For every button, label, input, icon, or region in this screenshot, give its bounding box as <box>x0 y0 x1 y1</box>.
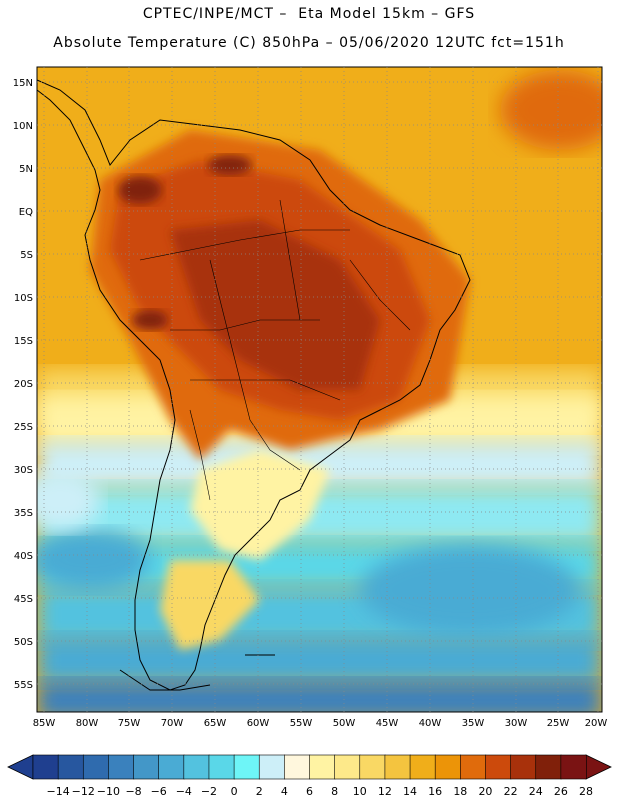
colorbar-label: 12 <box>378 785 392 798</box>
lon-label: 25W <box>547 718 570 729</box>
lat-label: 25S <box>14 422 33 433</box>
lat-label: 5S <box>20 250 33 261</box>
colorbar-label: 16 <box>428 785 442 798</box>
colorbar-label: 28 <box>579 785 593 798</box>
lat-label: 30S <box>14 465 33 476</box>
colorbar-swatch <box>108 754 135 780</box>
colorbar-swatch <box>434 754 462 780</box>
lat-label: EQ <box>19 207 33 218</box>
temperature-field <box>37 67 602 712</box>
colorbar-swatch <box>32 754 59 780</box>
colorbar-swatch <box>309 754 336 780</box>
colorbar-label: −10 <box>97 785 120 798</box>
lon-label: 75W <box>118 718 141 729</box>
colorbar-label: −12 <box>72 785 95 798</box>
lat-label: 15S <box>14 336 33 347</box>
lon-label: 35W <box>462 718 485 729</box>
lat-label: 10S <box>14 293 33 304</box>
chart-subtitle: Absolute Temperature (C) 850hPa – 05/06/… <box>53 35 565 51</box>
colorbar-swatch <box>560 754 587 780</box>
colorbar-label: 6 <box>306 785 313 798</box>
colorbar-label: 18 <box>453 785 467 798</box>
colorbar-swatch <box>535 754 562 780</box>
lon-label: 50W <box>333 718 356 729</box>
lon-label: 70W <box>161 718 184 729</box>
lat-label: 35S <box>14 508 33 519</box>
colorbar-label: 0 <box>231 785 238 798</box>
longitude-labels: 85W 80W 75W 70W 65W 60W 55W 50W 45W 40W … <box>33 718 608 729</box>
lat-label: 50S <box>14 637 33 648</box>
colorbar-swatch <box>183 754 210 780</box>
lat-label: 5N <box>19 164 33 175</box>
lon-label: 65W <box>204 718 227 729</box>
colorbar-label: 20 <box>478 785 492 798</box>
colorbar-right-arrow <box>585 754 612 780</box>
lon-label: 55W <box>290 718 313 729</box>
colorbar: −14 −12 −10 −8 −6 −4 −2 0 2 4 6 8 10 12 14 16 18 20 22 24 26… <box>7 754 612 798</box>
map-frame <box>36 66 603 713</box>
chart-title: CPTEC/INPE/MCT – Eta Model 15km – GFS <box>142 6 476 22</box>
lat-label: 55S <box>14 680 33 691</box>
colorbar-label: 26 <box>554 785 568 798</box>
colorbar-swatch <box>485 754 512 780</box>
lon-label: 20W <box>585 718 608 729</box>
latitude-labels: 15N 10N 5N EQ 5S 10S 15S 20S 25S 30S 35S… <box>13 78 33 691</box>
colorbar-left-arrow <box>7 754 34 780</box>
colorbar-label: 10 <box>353 785 367 798</box>
colorbar-label: −14 <box>47 785 70 798</box>
colorbar-label: 22 <box>504 785 518 798</box>
colorbar-label: 8 <box>331 785 338 798</box>
colorbar-label: −4 <box>176 785 192 798</box>
colorbar-swatch <box>359 754 386 780</box>
colorbar-swatch <box>57 754 84 780</box>
colorbar-swatch <box>409 754 436 780</box>
lat-label: 10N <box>13 121 33 132</box>
colorbar-label: −2 <box>201 785 217 798</box>
colorbar-label: 24 <box>529 785 543 798</box>
colorbar-label: 14 <box>403 785 417 798</box>
lon-label: 40W <box>419 718 442 729</box>
lat-label: 20S <box>14 379 33 390</box>
lon-label: 60W <box>247 718 270 729</box>
colorbar-swatch <box>133 754 160 780</box>
lat-label: 45S <box>14 594 33 605</box>
colorbar-label: −6 <box>151 785 167 798</box>
colorbar-label: −8 <box>125 785 141 798</box>
colorbar-swatch <box>460 754 487 780</box>
colorbar-swatch <box>208 754 235 780</box>
colorbar-swatch <box>510 754 537 780</box>
coastline <box>36 79 471 691</box>
colorbar-label: 4 <box>281 785 288 798</box>
colorbar-swatch <box>384 754 411 780</box>
colorbar-label: 2 <box>256 785 263 798</box>
colorbar-swatch <box>258 754 286 780</box>
colorbar-swatch <box>82 754 110 780</box>
colorbar-swatch <box>233 754 260 780</box>
lon-label: 80W <box>76 718 99 729</box>
colorbar-swatch <box>334 754 361 780</box>
lon-label: 30W <box>505 718 528 729</box>
lon-label: 85W <box>33 718 56 729</box>
lat-label: 40S <box>14 551 33 562</box>
colorbar-swatch <box>158 754 185 780</box>
lat-label: 15N <box>13 78 33 89</box>
colorbar-swatch <box>284 754 311 780</box>
lon-label: 45W <box>376 718 399 729</box>
